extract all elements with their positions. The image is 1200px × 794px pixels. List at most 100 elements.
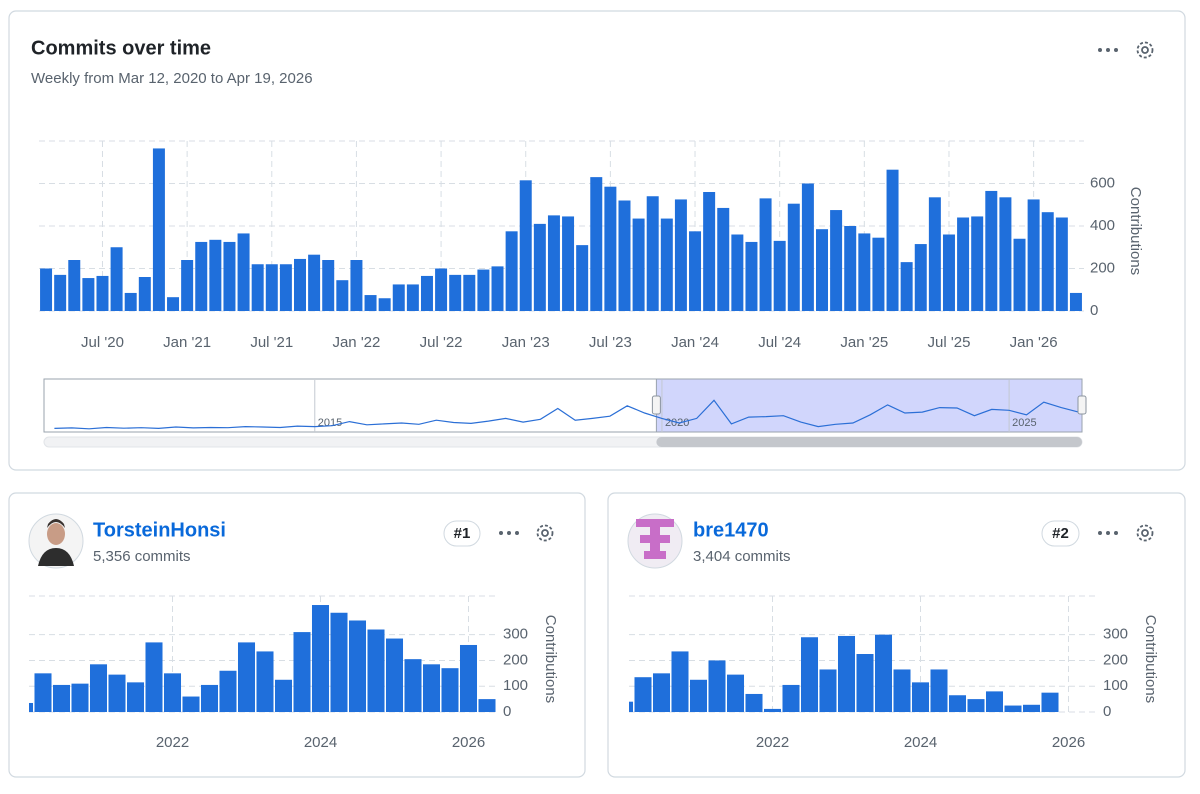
bar [745,241,758,311]
bar [562,216,575,311]
bar [392,284,405,311]
contributor-name[interactable]: bre1470 [693,519,769,541]
y-tick-label: 0 [503,703,511,720]
bar [632,218,645,311]
scrollbar-thumb[interactable] [656,437,1082,447]
bar [422,664,441,712]
bar [547,215,560,311]
y-tick-label: 100 [503,677,528,694]
y-tick-label: 400 [1090,217,1115,234]
bar [145,642,163,712]
bar [634,677,652,712]
bar [200,684,219,712]
bar [274,679,293,712]
settings-button[interactable] [1136,41,1154,59]
bar [985,190,998,311]
bar [195,241,208,311]
bar [209,239,222,311]
bar [152,148,165,311]
navigator-handle [1077,395,1087,415]
bar [874,634,893,712]
bar [385,638,404,712]
x-tick-label: Jan '22 [332,334,380,351]
bar [71,683,89,712]
bar [717,207,730,311]
bar [787,203,800,311]
x-tick-label: 2025 [1012,417,1036,429]
bar [477,269,490,311]
bar [293,632,311,712]
y-tick-label: 600 [1090,174,1115,191]
bar [674,199,687,311]
x-tick-label: 2024 [904,734,937,751]
bar [367,629,385,712]
bar [948,695,967,712]
y-axis-label: Contributions [1142,615,1159,703]
more-button[interactable] [1098,48,1118,52]
bar [800,637,819,712]
bar [237,233,250,311]
bar [435,268,448,311]
y-tick-label: 200 [503,651,528,668]
bar [856,654,874,712]
x-tick-label: Jul '22 [420,334,463,351]
x-tick-label: Jan '21 [163,334,211,351]
navigator-line [54,399,1079,430]
bar [930,669,948,712]
bar [378,298,391,311]
rank: #1 [454,525,471,542]
bar [816,229,828,311]
x-tick-label: 2015 [318,417,342,429]
bar [1022,704,1041,712]
x-tick-label: Jul '21 [250,334,293,351]
bar [1027,199,1040,311]
bar [52,684,71,712]
bar [330,612,348,712]
bar [181,260,194,311]
bar [911,682,930,712]
navigator-selection [655,378,1083,433]
commit-count: 3,404 commits [693,548,791,565]
chart-title: Commits over time [31,37,211,59]
x-tick-label: 2022 [156,734,189,751]
bar [350,260,363,311]
y-tick-label: 300 [503,626,528,643]
bar [364,295,377,311]
bar [251,264,264,311]
bar [237,642,256,712]
bar [404,659,422,712]
bar [1004,705,1022,712]
bar [872,237,885,311]
bar [971,216,984,311]
bar [126,682,145,712]
bar [773,240,786,311]
bar [182,696,200,712]
bar [689,679,708,712]
bar [478,699,496,712]
bar [1013,238,1026,311]
bar [29,702,34,712]
y-axis-label: Contributions [542,615,559,703]
more-button[interactable] [499,531,519,535]
bar [89,664,108,712]
y-tick-label: 300 [1103,626,1128,643]
bar [1041,692,1059,712]
bar [914,244,927,311]
bar [322,260,335,311]
bar [858,233,871,311]
contributor-name[interactable]: TorsteinHonsi [93,519,226,541]
settings-button[interactable] [1136,524,1154,542]
x-tick-label: Jan '23 [502,334,550,351]
bar [576,245,589,311]
settings-button[interactable] [536,524,554,542]
avatar[interactable] [28,513,84,569]
bar [68,260,81,311]
bar [618,200,631,311]
more-button[interactable] [1098,531,1118,535]
x-tick-label: Jul '20 [81,334,124,351]
bar [763,708,782,712]
avatar[interactable] [627,513,683,569]
bar [703,192,716,311]
bar [491,266,504,311]
